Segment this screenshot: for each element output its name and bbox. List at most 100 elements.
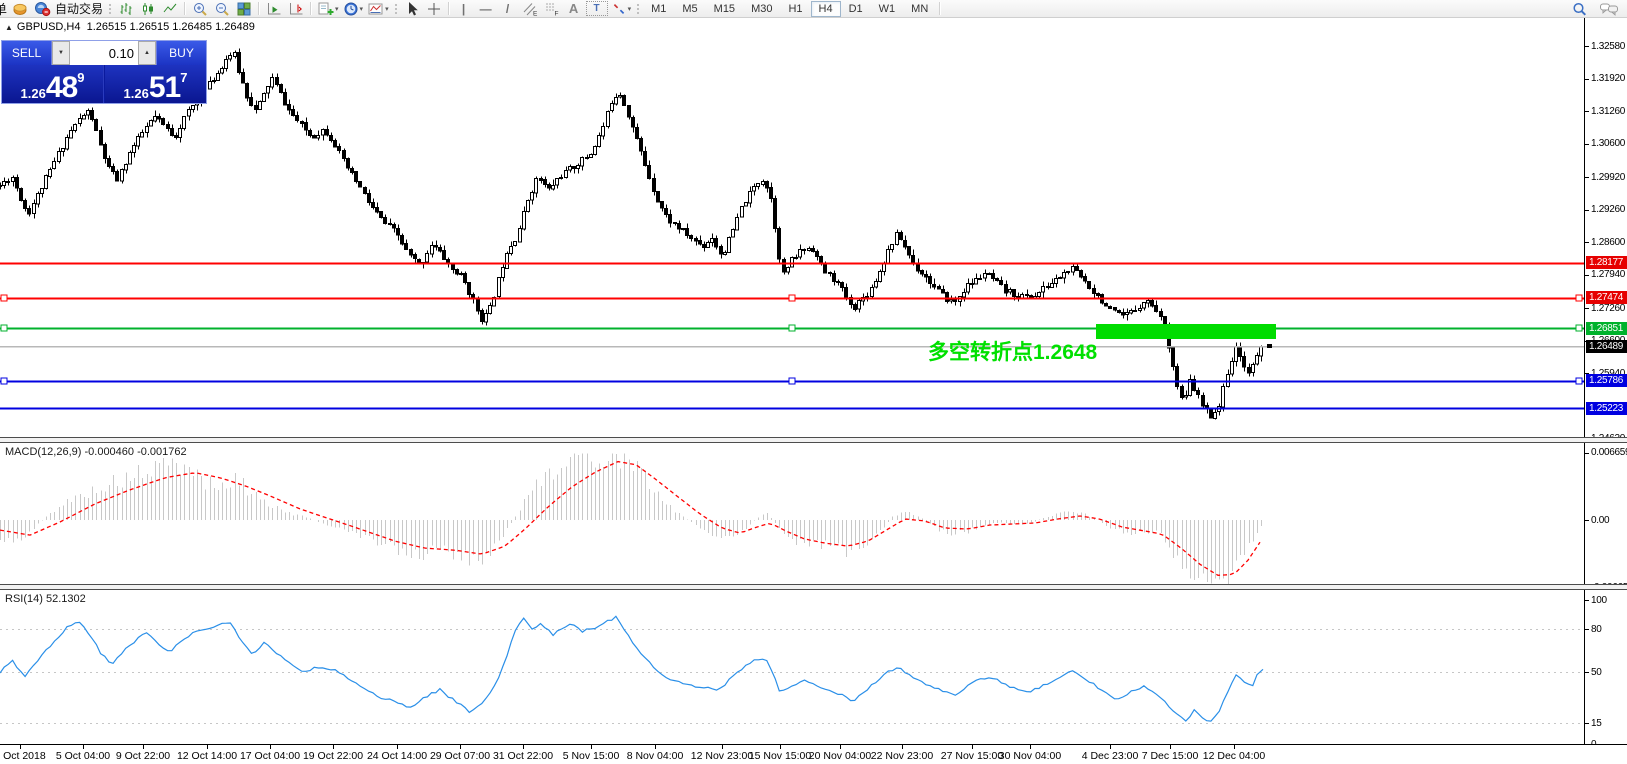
price-badge: 1.27474	[1586, 291, 1627, 304]
time-axis-label: 31 Oct 22:00	[492, 750, 554, 762]
buy-price-prefix: 1.26	[123, 86, 149, 101]
rsi-indicator-panel[interactable]	[0, 590, 1584, 744]
time-tick	[143, 745, 144, 749]
price-tick	[1585, 177, 1589, 178]
toolbar-separator	[258, 2, 261, 15]
tf-m30-button[interactable]: M30	[751, 2, 773, 15]
templates-icon[interactable]: ▾	[366, 1, 390, 17]
time-tick	[207, 745, 208, 749]
toolbar-grip	[108, 2, 113, 15]
time-axis-label: 9 Oct 22:00	[115, 750, 171, 762]
bar-chart-icon[interactable]	[116, 1, 136, 17]
tf-m15-button[interactable]: M15	[713, 2, 736, 15]
time-axis[interactable]: 2 Oct 2018 5 Oct 04:00 9 Oct 22:00 12 Oct 1…	[0, 744, 1627, 764]
text-tool[interactable]: A	[568, 1, 579, 16]
chat-icon[interactable]	[1598, 1, 1620, 17]
time-axis-label: 29 Oct 07:00	[429, 750, 491, 762]
chevron-down-icon: ▾	[335, 5, 339, 13]
sell-button[interactable]: SELL	[2, 41, 52, 65]
crosshair-icon[interactable]	[424, 1, 444, 17]
price-badge: 1.28177	[1586, 256, 1627, 269]
periods-clock-icon[interactable]: ▾	[342, 1, 365, 17]
volume-input[interactable]	[70, 41, 138, 65]
tf-d1-button[interactable]: D1	[848, 2, 863, 15]
svg-text:E: E	[533, 10, 538, 17]
panel-divider[interactable]	[0, 437, 1627, 443]
time-axis-label: 12 Dec 04:00	[1202, 750, 1266, 762]
chart-shift-icon[interactable]	[286, 1, 306, 17]
macd-tick	[1585, 453, 1589, 454]
chevron-down-icon: ▾	[627, 5, 632, 13]
rsi-tick	[1585, 600, 1589, 601]
time-tick	[397, 745, 398, 749]
buy-price[interactable]: 1.26 51 7	[105, 65, 206, 103]
candlestick-chart-icon[interactable]	[138, 1, 158, 17]
price-tick-label: 1.31920	[1591, 73, 1626, 84]
collapse-icon[interactable]: ▲	[5, 23, 13, 32]
rsi-tick	[1585, 629, 1589, 630]
time-tick	[270, 745, 271, 749]
macd-label: MACD(12,26,9) -0.000460 -0.001762	[5, 446, 187, 458]
buy-price-big: 51	[148, 70, 181, 104]
time-tick	[1110, 745, 1111, 749]
price-tick	[1585, 46, 1589, 47]
price-tick	[1585, 210, 1589, 211]
indicators-add-icon[interactable]: ▾	[316, 1, 340, 17]
time-tick	[972, 745, 973, 749]
tf-mn-button[interactable]: MN	[911, 2, 929, 15]
toolbar: 单 自动交易	[0, 0, 1627, 18]
buy-button[interactable]: BUY	[156, 41, 206, 65]
vertical-line-tool[interactable]: |	[461, 1, 466, 16]
time-axis-label: 5 Nov 15:00	[562, 750, 620, 762]
macd-indicator-panel[interactable]	[0, 443, 1584, 584]
toolbar-separator	[447, 2, 450, 15]
tile-windows-icon[interactable]	[234, 1, 254, 17]
horizontal-line-tool[interactable]: —	[479, 1, 492, 16]
rsi-tick-label: 80	[1591, 624, 1602, 635]
toolbar-separator	[939, 2, 942, 15]
webtrader-icon[interactable]	[10, 1, 30, 17]
tf-h1-button[interactable]: H1	[788, 2, 803, 15]
line-chart-icon[interactable]	[160, 1, 180, 17]
time-axis-label: 7 Dec 15:00	[1141, 750, 1199, 762]
sell-price[interactable]: 1.26 48 9	[2, 65, 104, 103]
tf-w1-button[interactable]: W1	[878, 2, 896, 15]
autotrading-label[interactable]: 自动交易	[55, 2, 104, 16]
volume-down-button[interactable]: ▼	[52, 41, 70, 65]
fibonacci-tool[interactable]: F	[542, 1, 562, 17]
volume-up-button[interactable]: ▲	[138, 41, 156, 65]
rsi-tick-label: 15	[1591, 718, 1602, 729]
tf-m5-button[interactable]: M5	[682, 2, 698, 15]
time-axis-label: 12 Nov 23:00	[690, 750, 754, 762]
main-price-chart[interactable]: 多空转折点1.2648	[0, 18, 1584, 437]
text-label-tool[interactable]: T	[585, 1, 608, 16]
tf-h4-button[interactable]: H4	[810, 0, 841, 17]
zoom-out-icon[interactable]	[212, 1, 232, 17]
price-tick-label: 1.30600	[1591, 138, 1626, 149]
time-tick	[780, 745, 781, 749]
auto-scroll-icon[interactable]	[264, 1, 284, 17]
chevron-down-icon: ▾	[359, 5, 364, 13]
price-badge: 1.25223	[1586, 402, 1627, 415]
new-order-button[interactable]: 单	[0, 0, 7, 17]
cursor-icon[interactable]	[402, 1, 422, 17]
autotrading-icon[interactable]	[32, 1, 52, 17]
panel-divider[interactable]	[0, 584, 1627, 590]
price-axis[interactable]: 1.32580 1.31920 1.31260 1.30600 1.29920 1.292…	[1584, 18, 1627, 744]
price-tick-label: 1.29920	[1591, 172, 1626, 183]
equidistant-channel-tool[interactable]: E	[520, 1, 540, 17]
price-tick	[1585, 144, 1589, 145]
time-tick	[1030, 745, 1031, 749]
rsi-tick-label: 50	[1591, 667, 1602, 678]
zoom-in-icon[interactable]	[190, 1, 210, 17]
tf-m1-button[interactable]: M1	[651, 2, 667, 15]
time-axis-label: 30 Nov 04:00	[998, 750, 1062, 762]
trendline-tool[interactable]: /	[505, 1, 510, 16]
arrows-tool[interactable]: ▾	[610, 1, 633, 17]
search-icon[interactable]	[1569, 1, 1589, 17]
price-tick-label: 1.31260	[1591, 106, 1626, 117]
time-axis-label: 5 Oct 04:00	[55, 750, 111, 762]
rsi-tick	[1585, 672, 1589, 673]
time-tick	[333, 745, 334, 749]
price-tick	[1585, 373, 1589, 374]
